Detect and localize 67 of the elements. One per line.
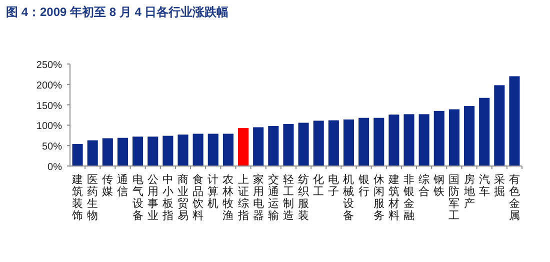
bar	[102, 138, 113, 166]
bar	[222, 134, 234, 166]
bar	[358, 118, 370, 166]
bar	[479, 98, 490, 166]
bar	[509, 76, 520, 166]
bar	[328, 120, 339, 166]
x-tick-label: 机械设备	[343, 174, 354, 222]
x-tick-label: 有色金属	[508, 174, 520, 222]
x-tick-label: 银行	[357, 174, 370, 198]
bar	[404, 114, 414, 166]
x-tick-label: 公用事业	[147, 174, 158, 222]
bar	[448, 109, 460, 166]
x-tick-label: 房地产	[462, 173, 475, 210]
x-tick-label: 建筑材料	[387, 173, 400, 222]
x-tick-label: 医药生物	[87, 174, 98, 222]
bar	[388, 114, 400, 166]
x-tick-label: 交通运输	[268, 173, 279, 222]
x-tick-label: 农林牧渔	[222, 174, 234, 222]
bar	[268, 126, 279, 166]
bar	[464, 106, 475, 166]
x-tick-label: 通信	[117, 173, 128, 198]
x-tick-label: 中小板指	[161, 173, 174, 222]
x-tick-label: 化工	[313, 174, 324, 198]
x-tick-label: 钢铁	[432, 174, 445, 198]
x-tick-label: 汽车	[478, 174, 490, 198]
bar	[162, 136, 174, 166]
x-tick-label: 休闲服务	[373, 174, 384, 222]
x-tick-label: 轻工制造	[282, 174, 294, 222]
y-tick-label: 150%	[36, 100, 62, 112]
x-tick-label: 采掘	[494, 173, 505, 198]
bar	[72, 144, 83, 166]
bar	[117, 138, 128, 166]
y-tick-label: 100%	[36, 121, 62, 132]
bar	[132, 136, 144, 166]
x-tick-label: 综合	[418, 173, 430, 198]
bar	[283, 124, 294, 166]
bar	[87, 140, 98, 166]
x-tick-label: 食品饮料	[192, 174, 204, 222]
bar	[418, 114, 430, 166]
x-tick-label: 国防军工	[448, 174, 460, 222]
y-tick-label: 200%	[36, 80, 62, 92]
chart-title: 图 4：2009 年初至 8 月 4 日各行业涨跌幅	[6, 5, 229, 19]
x-tick-label: 商业贸易	[178, 173, 188, 222]
x-tick-label: 电气设备	[132, 173, 144, 222]
bar	[313, 120, 324, 166]
x-tick-label: 非银金融	[402, 173, 414, 222]
x-tick-label: 家用电器	[252, 173, 264, 222]
bar	[434, 110, 444, 166]
x-tick-label: 电子	[328, 173, 340, 198]
y-tick-label: 50%	[42, 142, 62, 153]
x-tick-label: 计算机	[208, 173, 219, 210]
bar	[178, 134, 188, 166]
x-tick-label: 纺织服装	[298, 173, 310, 222]
bar	[374, 118, 384, 166]
x-tick-label: 上证综指	[236, 173, 249, 222]
bar	[298, 122, 309, 166]
y-tick-label: 0%	[48, 162, 62, 173]
y-tick-label: 250%	[36, 60, 62, 71]
bar	[343, 119, 354, 166]
bar	[148, 136, 158, 166]
bar	[192, 134, 204, 166]
bar	[494, 85, 505, 166]
x-tick-label: 建筑装饰	[71, 173, 84, 222]
x-tick-label: 传媒	[102, 174, 114, 198]
bar	[253, 127, 264, 166]
bar	[238, 128, 249, 166]
bar	[208, 134, 218, 166]
